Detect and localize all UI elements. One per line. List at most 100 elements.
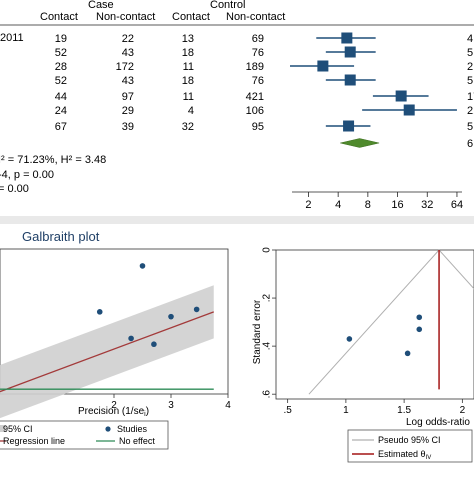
study-marker	[344, 74, 356, 86]
forest-plot-panel: Case Control Contact Non-contact Contact Non-…	[0, 0, 474, 216]
study-marker	[344, 46, 356, 58]
overall-diamond	[340, 138, 380, 148]
forest-x-tick-label: 8	[365, 199, 371, 211]
forest-x-tick-label: 16	[391, 199, 403, 211]
funnel-study-point	[404, 350, 411, 357]
forest-x-tick-label: 2	[305, 199, 311, 211]
legend-label-estimate-sub: IV	[426, 455, 432, 461]
header-control-contact: Contact	[172, 11, 210, 23]
funnel-pseudo-ci-right	[438, 249, 474, 290]
cell-control-contact: 18	[182, 47, 194, 59]
funnel-study-point	[416, 314, 423, 321]
cell-control-contact: 11	[183, 61, 194, 73]
funnel-x-tick-label: 2	[460, 405, 466, 416]
galbraith-legend-box	[0, 420, 169, 450]
cell-case-contact: 24	[55, 105, 67, 117]
galbraith-x-label: Precision (1/sei)	[78, 406, 149, 418]
forest-x-tick-label: 4	[335, 199, 341, 211]
funnel-study-point	[346, 336, 353, 342]
heterogeneity-stats: I² = 71.23%, H² = 3.48	[0, 154, 106, 166]
cell-control-noncontact: 106	[246, 105, 264, 117]
cell-case-contact: 44	[55, 91, 67, 103]
funnel-x-tick-label: 1	[343, 405, 349, 416]
galbraith-plot-panel: Galbraith plot 2 3 4 Precision (1/sei) 95% CI…	[0, 224, 238, 474]
cell-case-contact: 67	[55, 121, 67, 133]
galbraith-x-label-end: )	[146, 406, 149, 417]
overall-right-fragment: 6	[467, 138, 473, 150]
study-marker	[341, 32, 353, 44]
legend-label-pseudo-ci: Pseudo 95% CI	[378, 435, 441, 445]
cell-case-contact: 19	[55, 33, 67, 45]
funnel-study-point	[416, 326, 423, 333]
cell-right-fragment: 5	[467, 47, 473, 59]
cell-right-fragment: 21	[467, 105, 474, 117]
cell-control-noncontact: 421	[246, 91, 264, 103]
cell-control-contact: 11	[183, 91, 194, 103]
forest-x-tick-label: 32	[421, 199, 433, 211]
galbraith-plot: Galbraith plot 2 3 4 Precision (1/sei) 95% CI…	[0, 229, 231, 450]
legend-label-no-effect: No effect	[119, 436, 155, 446]
funnel-y-tick-label: 0	[262, 247, 273, 253]
cell-control-noncontact: 95	[252, 121, 264, 133]
legend-swatch-ci	[0, 425, 6, 432]
cell-case-noncontact: 22	[122, 33, 134, 45]
legend-label-ci: 95% CI	[3, 424, 33, 434]
cell-case-noncontact: 39	[122, 121, 134, 133]
pvalue-stats: = 0.00	[0, 183, 29, 195]
cell-case-noncontact: 43	[122, 75, 134, 87]
panel-divider	[0, 216, 474, 224]
cell-control-contact: 18	[182, 75, 194, 87]
study-label-fragment: 2011	[0, 32, 24, 44]
cell-case-contact: 52	[55, 47, 67, 59]
galbraith-x-tick-label: 2	[111, 400, 117, 411]
cell-right-fragment: 4	[467, 33, 473, 45]
cell-right-fragment: 2	[467, 61, 473, 73]
study-marker	[343, 120, 355, 132]
header-case-noncontact: Non-contact	[96, 11, 155, 23]
galbraith-title: Galbraith plot	[22, 229, 100, 244]
galbraith-x-label-sub: i	[144, 411, 146, 418]
galbraith-x-tick-label: 3	[168, 400, 174, 411]
funnel-y-label: Standard error	[252, 299, 263, 364]
cell-control-contact: 13	[182, 33, 194, 45]
funnel-y-tick-label: .4	[262, 342, 273, 351]
galbraith-x-tick-label: 4	[225, 400, 231, 411]
cell-control-noncontact: 189	[246, 61, 264, 73]
cell-case-noncontact: 29	[122, 105, 134, 117]
galbraith-regression-line	[0, 311, 214, 393]
study-marker	[317, 60, 329, 72]
galbraith-study-point	[151, 341, 157, 348]
galbraith-study-point	[96, 309, 103, 315]
cell-case-noncontact: 43	[122, 47, 134, 59]
funnel-legend-box	[347, 429, 473, 463]
cell-right-fragment: 5	[467, 121, 473, 133]
study-marker	[403, 104, 415, 116]
funnel-x-label: Log odds-ratio	[406, 417, 470, 428]
forest-x-tick-label: 64	[451, 199, 463, 211]
study-marker	[395, 90, 407, 102]
funnel-plot-area	[275, 249, 474, 400]
galbraith-study-point	[168, 313, 174, 320]
funnel-y-tick-label: .2	[262, 293, 273, 302]
test-stats: -4, p = 0.00	[0, 169, 54, 181]
legend-label-regression: Regression line	[3, 436, 65, 446]
cell-case-contact: 28	[55, 61, 67, 73]
cell-control-noncontact: 69	[252, 33, 264, 45]
cell-right-fragment: 5	[467, 75, 473, 87]
funnel-y-tick-label: .6	[262, 390, 273, 399]
legend-label-studies: Studies	[117, 424, 148, 434]
cell-control-noncontact: 76	[252, 75, 264, 87]
funnel-x-tick-label: 1.5	[397, 405, 411, 416]
cell-control-noncontact: 76	[252, 47, 264, 59]
cell-right-fragment: 17	[467, 91, 474, 103]
galbraith-study-point	[193, 306, 200, 313]
header-case: Case	[88, 0, 114, 11]
galbraith-study-point	[139, 263, 146, 269]
cell-control-contact: 4	[188, 105, 194, 117]
cell-case-noncontact: 172	[116, 61, 134, 73]
cell-case-contact: 52	[55, 75, 67, 87]
cell-case-noncontact: 97	[122, 91, 134, 103]
